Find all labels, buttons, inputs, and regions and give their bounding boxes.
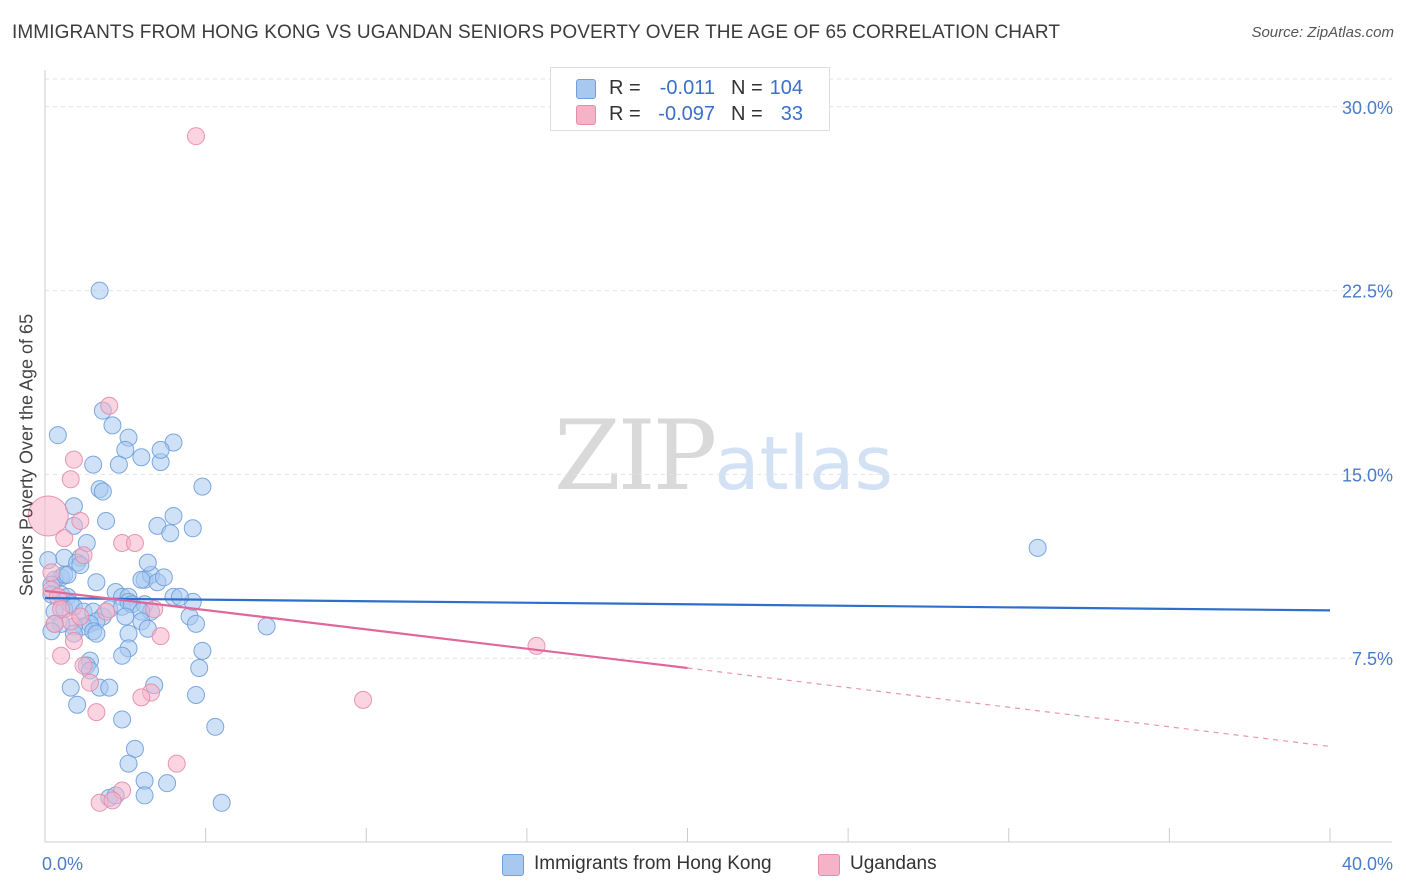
y-tick-label: 7.5%	[1352, 649, 1393, 669]
hong-kong-point	[154, 568, 173, 587]
legend-swatch-pink	[576, 105, 596, 125]
n-label: N =	[731, 103, 763, 125]
n-value: 33	[780, 103, 803, 125]
ugandan-point	[64, 632, 83, 651]
ugandan-point	[103, 791, 122, 810]
ugandan-point	[74, 656, 93, 675]
hong-kong-point	[193, 641, 212, 660]
source-credit: Source: ZipAtlas.com	[1251, 24, 1394, 41]
legend-row-hong-kong: R = -0.011 N = 104	[551, 75, 829, 101]
ugandan-point	[42, 563, 61, 582]
hong-kong-point	[132, 448, 151, 467]
watermark: ZIPatlas	[554, 400, 893, 512]
hong-kong-point	[132, 570, 151, 589]
hong-kong-point	[100, 678, 119, 697]
ugandan-point	[55, 529, 74, 548]
hong-kong-point	[151, 440, 170, 459]
y-tick-label: 30.0%	[1342, 98, 1393, 118]
hong-kong-point	[113, 646, 132, 665]
hong-kong-point	[206, 717, 225, 736]
ugandan-point	[151, 627, 170, 646]
hong-kong-point	[87, 573, 106, 592]
ugandan-point	[100, 396, 119, 415]
hong-kong-point	[170, 587, 189, 606]
x-tick-label: 0.0%	[42, 854, 83, 874]
y-tick-label: 22.5%	[1342, 282, 1393, 302]
hong-kong-point	[193, 477, 212, 496]
hong-kong-point	[183, 519, 202, 538]
hong-kong-point	[164, 507, 183, 526]
watermark-zip: ZIP	[554, 400, 717, 512]
ugandan-point	[61, 470, 80, 489]
hong-kong-point	[135, 786, 154, 805]
hong-kong-point	[84, 455, 103, 474]
hong-kong-trendline	[44, 597, 1331, 612]
hong-kong-point	[61, 678, 80, 697]
hong-kong-point	[1028, 538, 1047, 557]
r-value: -0.011	[659, 77, 715, 99]
ugandan-point	[167, 754, 186, 773]
y-tick-label: 15.0%	[1342, 465, 1393, 485]
chart-title: IMMIGRANTS FROM HONG KONG VS UGANDAN SEN…	[12, 22, 1061, 43]
ugandan-point	[74, 546, 93, 565]
hong-kong-point	[212, 793, 231, 812]
hong-kong-point	[186, 614, 205, 633]
legend-swatch-blue	[576, 79, 596, 99]
hong-kong-point	[257, 617, 276, 636]
r-label: R =	[609, 77, 641, 99]
legend-label: Ugandans	[850, 853, 937, 874]
y-axis-label: Seniors Poverty Over the Age of 65	[16, 313, 37, 597]
x-tick-label: 40.0%	[1342, 854, 1393, 874]
ugandan-point	[354, 690, 373, 709]
hong-kong-point	[90, 281, 109, 300]
hong-kong-point	[48, 426, 67, 445]
ugandan-trendline-extension	[687, 667, 1331, 748]
ugandan-point	[527, 636, 546, 655]
hong-kong-point	[103, 416, 122, 435]
hong-kong-point	[186, 685, 205, 704]
ugandan-point	[87, 703, 106, 722]
ugandan-point	[71, 511, 90, 530]
ugandan-point	[71, 607, 90, 626]
ugandan-point	[27, 495, 69, 537]
legend-swatch-pink	[818, 854, 840, 876]
hong-kong-point	[190, 658, 209, 677]
legend-swatch-blue	[502, 854, 524, 876]
r-label: R =	[609, 103, 641, 125]
ugandan-point	[132, 688, 151, 707]
ugandan-point	[97, 602, 116, 621]
hong-kong-point	[113, 710, 132, 729]
hong-kong-point	[161, 524, 180, 543]
n-value: 104	[769, 77, 803, 99]
hong-kong-point	[138, 553, 157, 572]
legend-row-ugandans: R = -0.097 N = 33	[551, 101, 829, 127]
hong-kong-point	[158, 774, 177, 793]
ugandan-point	[52, 646, 71, 665]
ugandan-trendline	[44, 589, 688, 670]
series-legend: Immigrants from Hong Kong Ugandans	[0, 852, 1406, 878]
hong-kong-point	[116, 607, 135, 626]
ugandan-point	[125, 534, 144, 553]
hong-kong-point	[119, 754, 138, 773]
ugandan-point	[186, 127, 205, 146]
legend-label: Immigrants from Hong Kong	[534, 853, 772, 874]
hong-kong-point	[109, 455, 128, 474]
correlation-legend: R = -0.011 N = 104 R = -0.097 N = 33	[550, 67, 830, 131]
hong-kong-point	[93, 482, 112, 501]
ugandan-point	[80, 673, 99, 692]
hong-kong-point	[97, 511, 116, 530]
ugandan-point	[64, 450, 83, 469]
ugandan-point	[45, 614, 64, 633]
watermark-atlas: atlas	[714, 421, 894, 507]
n-label: N =	[731, 77, 763, 99]
r-value: -0.097	[658, 103, 715, 125]
hong-kong-point	[87, 624, 106, 643]
hong-kong-point	[68, 695, 87, 714]
